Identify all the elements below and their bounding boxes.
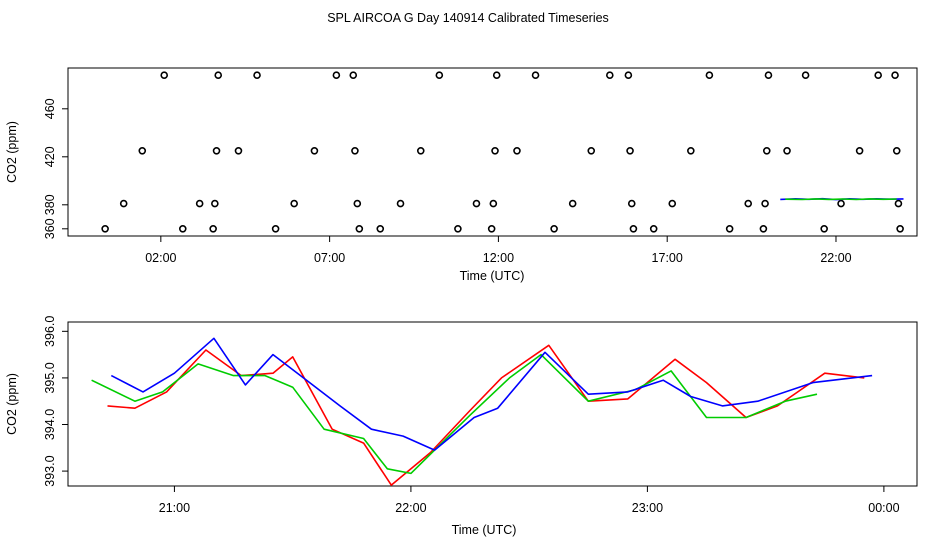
data-point [687, 147, 695, 155]
bottom-x-tick-label: 23:00 [632, 501, 663, 515]
data-point [725, 225, 734, 233]
data-point [290, 199, 298, 208]
data-point [531, 71, 540, 79]
data-point [624, 71, 633, 79]
top-y-tick-label: 420 [43, 146, 57, 167]
data-point [891, 71, 899, 79]
data-point [626, 147, 634, 155]
top-x-tick-label: 02:00 [145, 251, 176, 265]
data-point [396, 199, 405, 208]
top-panel-frame [67, 67, 918, 237]
bottom-x-tick-label: 22:00 [395, 501, 426, 515]
bottom-y-tick-label: 396.0 [43, 316, 57, 347]
bottom-panel-frame [67, 321, 918, 487]
data-point [820, 225, 828, 233]
data-point [487, 225, 496, 233]
data-point [234, 147, 243, 155]
data-point [759, 225, 768, 233]
data-point [271, 225, 280, 233]
data-point [896, 225, 904, 233]
data-point [195, 199, 204, 208]
data-point [489, 199, 498, 208]
data-point [454, 225, 462, 233]
data-point [761, 199, 769, 208]
data-point [353, 199, 362, 208]
data-point [837, 199, 845, 208]
data-point [101, 225, 109, 233]
top-x-tick-label: 17:00 [652, 251, 683, 265]
data-point [627, 199, 636, 208]
data-point [211, 199, 219, 208]
data-point [744, 199, 753, 208]
data-point [138, 147, 147, 155]
top-panel-xlabel: Time (UTC) [460, 269, 525, 283]
top-y-tick-label: 360 [43, 218, 57, 239]
data-point [762, 147, 771, 155]
data-point [668, 199, 677, 208]
figure-title: SPL AIRCOA G Day 140914 Calibrated Times… [327, 11, 609, 25]
data-point [874, 71, 882, 79]
bottom-y-tick-label: 393.0 [43, 455, 57, 486]
data-point [513, 147, 521, 155]
bottom-panel-xlabel: Time (UTC) [452, 523, 517, 537]
data-point [310, 147, 319, 155]
data-point [214, 71, 223, 79]
data-point [550, 225, 558, 233]
data-point [435, 71, 444, 79]
data-point [629, 225, 638, 233]
data-point [568, 199, 577, 208]
data-point [491, 147, 499, 155]
series-line [785, 198, 897, 201]
top-x-tick-label: 22:00 [820, 251, 851, 265]
series-line [107, 344, 865, 486]
top-x-tick-label: 07:00 [314, 251, 345, 265]
bottom-y-tick-label: 395.0 [43, 362, 57, 393]
data-point [332, 71, 341, 79]
top-y-tick-label: 460 [43, 98, 57, 119]
bottom-panel-ylabel: CO2 (ppm) [5, 373, 19, 435]
series-line [91, 353, 818, 475]
top-panel: Time (UTC) CO2 (ppm) 02:00 07:00 12:00 17:0… [5, 67, 918, 283]
data-point [349, 71, 358, 79]
data-point [649, 225, 658, 233]
series-line [110, 337, 873, 451]
bottom-x-tick-label: 21:00 [159, 501, 190, 515]
data-point [416, 147, 425, 155]
data-point [178, 225, 187, 233]
data-point [492, 71, 501, 79]
data-point [892, 147, 901, 155]
data-point [587, 147, 596, 155]
data-point [253, 71, 261, 79]
data-point [801, 71, 810, 79]
data-point [351, 147, 359, 155]
data-point [160, 71, 169, 79]
data-point [472, 199, 481, 208]
data-point [764, 71, 773, 79]
bottom-x-tick-label: 00:00 [868, 501, 899, 515]
bottom-y-tick-label: 394.0 [43, 409, 57, 440]
top-y-tick-label: 380 [43, 194, 57, 215]
top-x-tick-label: 12:00 [483, 251, 514, 265]
data-point [783, 147, 791, 155]
bottom-panel: Time (UTC) CO2 (ppm) 21:00 22:00 23:00 00:0… [5, 316, 918, 537]
data-point [209, 225, 217, 233]
data-point [606, 71, 614, 79]
data-point [212, 147, 221, 155]
data-point [894, 199, 903, 208]
data-point [119, 199, 128, 208]
data-point [855, 147, 864, 155]
data-point [355, 225, 364, 233]
data-point [376, 225, 385, 233]
top-panel-ylabel: CO2 (ppm) [5, 121, 19, 183]
data-point [705, 71, 714, 79]
